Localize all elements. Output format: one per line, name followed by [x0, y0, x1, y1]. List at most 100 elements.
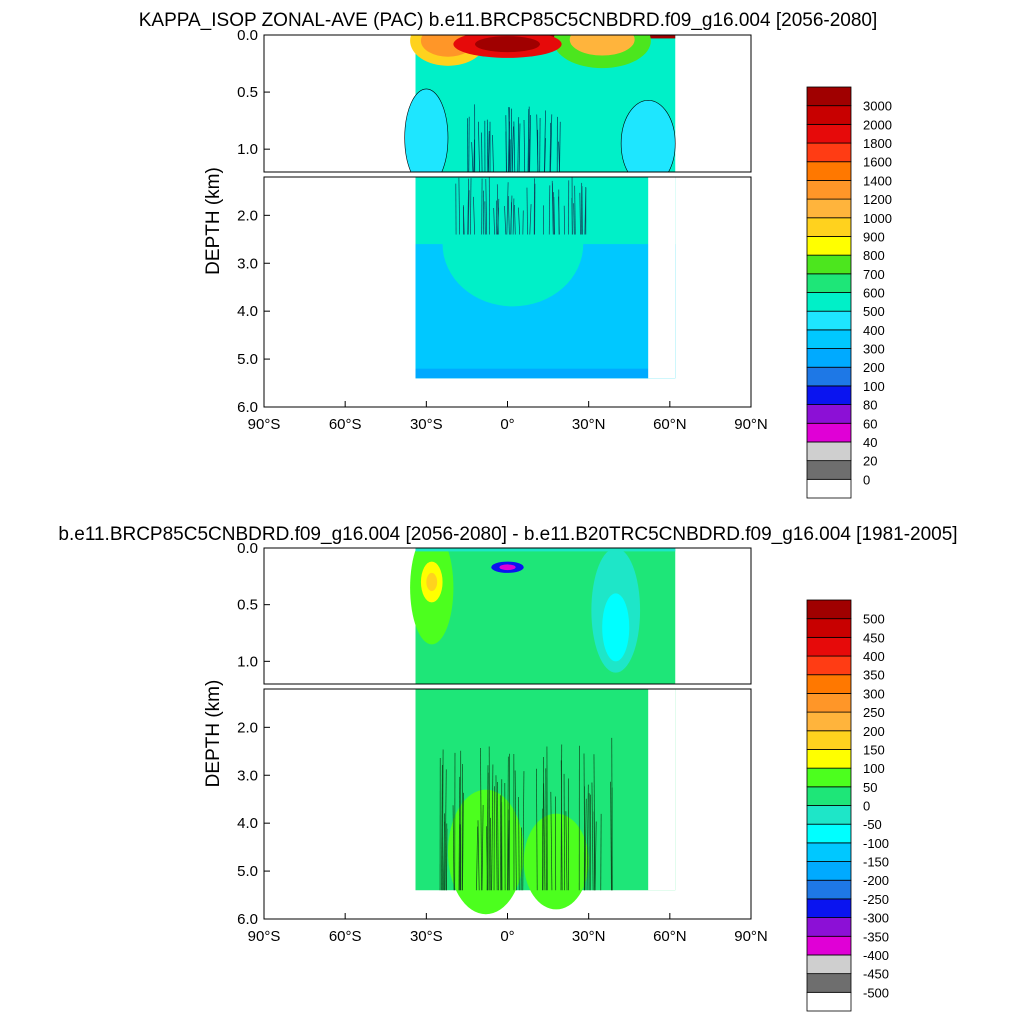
field-streak: [583, 753, 586, 891]
colorbar-label: -500: [863, 985, 889, 1000]
field-streak: [467, 178, 469, 235]
field-contour: [620, 100, 676, 172]
field-streak: [486, 119, 489, 172]
colorbar-label: 0: [863, 472, 870, 487]
field-streak: [543, 110, 546, 172]
colorbar-swatch: [806, 823, 852, 844]
chart-title: b.e11.BRCP85C5CNBDRD.f09_g16.004 [2056-2…: [58, 524, 957, 545]
field-streak: [528, 139, 530, 172]
colorbar-swatch: [806, 385, 852, 405]
colorbar-swatch: [806, 991, 852, 1012]
field-streak: [444, 769, 447, 891]
negative-anomaly: [602, 593, 630, 662]
field-streak: [565, 811, 568, 891]
field-streak: [594, 821, 597, 891]
plot-frame: [263, 547, 752, 685]
y-tick-label: 4.0: [237, 815, 258, 832]
field-streak: [510, 195, 513, 235]
colorbar-label: 500: [863, 612, 885, 627]
x-tick-label: 60°N: [653, 416, 687, 433]
field-streak: [500, 779, 503, 891]
y-tick-label: 4.0: [237, 303, 258, 320]
colorbar-swatch: [806, 366, 852, 387]
field-streak: [488, 746, 491, 891]
contour-field: [410, 548, 676, 915]
field-streak: [553, 197, 555, 235]
colorbar-label: 350: [863, 668, 885, 683]
colorbar-swatch: [806, 973, 852, 993]
field-streak: [550, 114, 553, 172]
field-streak: [471, 142, 474, 172]
y-tick-label: 1.0: [237, 653, 258, 670]
colorbar-label: 450: [863, 630, 885, 645]
kappa-isop-difference-chart: 90°S 60°S 30°S 0° 30°N 60°N 90°N 0.0 0.5 1.0 2.0 3.…: [203, 540, 889, 1012]
field-streak: [507, 107, 510, 172]
colorbar-swatch: [806, 348, 852, 368]
colorbar-label: 700: [863, 267, 885, 282]
field-streak: [591, 782, 594, 891]
field-streak: [458, 776, 461, 891]
field-streak: [549, 122, 551, 172]
colorbar-swatch: [806, 198, 852, 219]
subtropical-gyre-north: [569, 35, 635, 56]
x-tick-label: 0°: [500, 416, 514, 433]
colorbar-label: 800: [863, 248, 885, 263]
colorbar-swatch: [806, 786, 852, 806]
colorbar-label: -50: [863, 817, 882, 832]
colorbar: -500-450-400-350-300-250-200-150-100-500…: [806, 599, 889, 1012]
colorbar-swatch: [806, 730, 852, 750]
colorbar-label: 200: [863, 724, 885, 739]
field-streak: [543, 783, 546, 891]
colorbar-swatch: [806, 861, 852, 881]
colorbar-label: -250: [863, 892, 889, 907]
field-streak: [512, 198, 515, 235]
colorbar-label: 40: [863, 435, 877, 450]
colorbar-label: 300: [863, 686, 885, 701]
y-axis-title: DEPTH (km): [203, 680, 224, 788]
field-streak: [517, 117, 520, 172]
colorbar-label: 400: [863, 323, 885, 338]
y-tick-label: 3.0: [237, 767, 258, 784]
field-streak: [504, 205, 507, 235]
positive-anomaly: [523, 813, 589, 910]
field-streak: [545, 768, 547, 891]
colorbar-label: 500: [863, 304, 885, 319]
field-streak: [510, 108, 513, 172]
field-streak: [573, 203, 575, 235]
colorbar-label: 0: [863, 799, 870, 814]
colorbar-label: -150: [863, 855, 889, 870]
equatorial-core: [475, 36, 540, 53]
field-streak: [560, 760, 563, 891]
y-tick-label: 6.0: [237, 399, 258, 416]
field-streak: [495, 775, 498, 891]
field-streak: [550, 791, 553, 891]
contour-field: [404, 35, 676, 379]
field-streak: [514, 770, 517, 891]
field-streak: [499, 795, 502, 891]
colorbar-swatch: [806, 693, 852, 713]
colorbar-label: 1000: [863, 211, 892, 226]
colorbar-swatch: [806, 254, 852, 275]
colorbar-label: 200: [863, 360, 885, 375]
colorbar-label: -100: [863, 836, 889, 851]
mid-depth-plume: [442, 181, 584, 307]
field-streak: [508, 107, 511, 172]
field-streak: [507, 756, 509, 891]
surface-layer: [415, 548, 676, 552]
field-streak: [493, 207, 495, 235]
field-streak: [544, 138, 546, 172]
field-streak: [507, 195, 510, 235]
colorbar-swatch: [806, 236, 852, 256]
colorbar-label: 1400: [863, 173, 892, 188]
y-tick-label: 1.0: [237, 141, 258, 158]
colorbar-swatch: [806, 404, 852, 424]
y-tick-label: 0.5: [237, 84, 258, 101]
field-streak: [458, 177, 461, 235]
colorbar-swatch: [806, 767, 852, 788]
chart-title: KAPPA_ISOP ZONAL-AVE (PAC) b.e11.BRCP85C…: [139, 10, 878, 31]
colorbar-swatch: [806, 636, 852, 657]
y-tick-label: 5.0: [237, 863, 258, 880]
colorbar-swatch: [806, 273, 852, 293]
field-streak: [518, 796, 520, 891]
colorbar-swatch: [806, 674, 852, 694]
